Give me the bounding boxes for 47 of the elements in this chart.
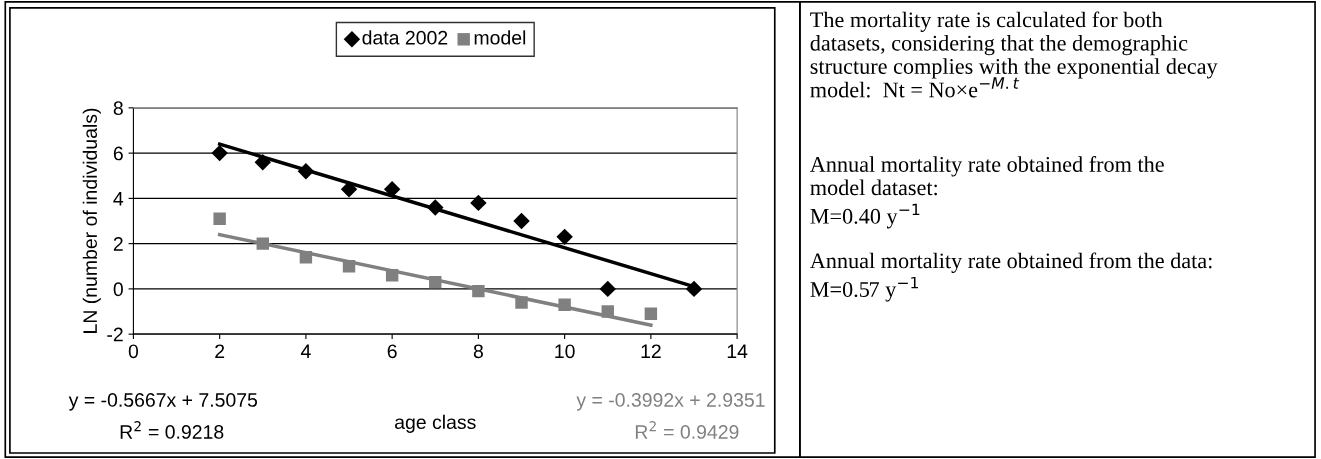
x-tick-label: 8 <box>473 344 483 359</box>
text: y = -0.5667x + 7.5075 <box>68 393 258 411</box>
text: Annual mortality rate obtained from the model dataset: M=0.40 y$^{−1}$ <box>809 156 1164 229</box>
y-tick-label: 2 <box>113 237 123 251</box>
legend-label: data 2002 <box>362 30 448 45</box>
y-axis-title: LN (number of individuals) <box>82 108 101 333</box>
point <box>299 251 313 264</box>
point <box>599 280 616 298</box>
x-tick-label: 10 <box>555 344 575 359</box>
point <box>211 144 228 162</box>
point <box>427 199 444 216</box>
text: R$^{2}$ = 0.9429 <box>635 421 739 439</box>
text: Annual mortality rate obtained from the data: M=0.57 y$^{−1}$ <box>809 252 1212 302</box>
y-tick-label: -2 <box>107 327 123 342</box>
point <box>385 269 399 282</box>
y-tick-label: 4 <box>113 192 124 206</box>
text: y = -0.3992x + 2.9351 <box>576 393 765 411</box>
point <box>470 194 487 212</box>
y-tick-label: 0 <box>113 282 123 297</box>
point <box>513 212 530 230</box>
legend-label: model <box>474 30 526 45</box>
x-tick-label: 6 <box>387 344 397 359</box>
x-tick-label: 2 <box>215 344 225 358</box>
point <box>558 298 571 311</box>
point <box>383 181 401 198</box>
y-tick-label: 6 <box>113 146 123 161</box>
x-tick-label: 0 <box>128 344 139 359</box>
point <box>340 181 358 198</box>
point <box>515 296 528 309</box>
y-tick-label: 8 <box>113 101 123 116</box>
text: The mortality rate is calculated for both datasets, considering that the demographic structure complies with the exponential decay model: Nt = No×e$^{−M.t}$ <box>810 11 1218 98</box>
point <box>685 280 703 298</box>
x-tick-label: 14 <box>727 344 748 358</box>
point <box>342 260 356 273</box>
point <box>601 305 614 318</box>
x-tick-label: 12 <box>641 344 661 358</box>
point <box>297 163 315 180</box>
point <box>256 237 269 250</box>
x-axis-title: age class <box>395 414 476 433</box>
point <box>644 307 658 320</box>
point <box>254 153 271 171</box>
x-tick-label: 4 <box>300 344 311 358</box>
text: R$^{2}$ = 0.9218 <box>120 421 224 439</box>
point <box>213 212 226 225</box>
point <box>556 228 573 246</box>
point <box>429 275 442 289</box>
point <box>472 284 485 298</box>
